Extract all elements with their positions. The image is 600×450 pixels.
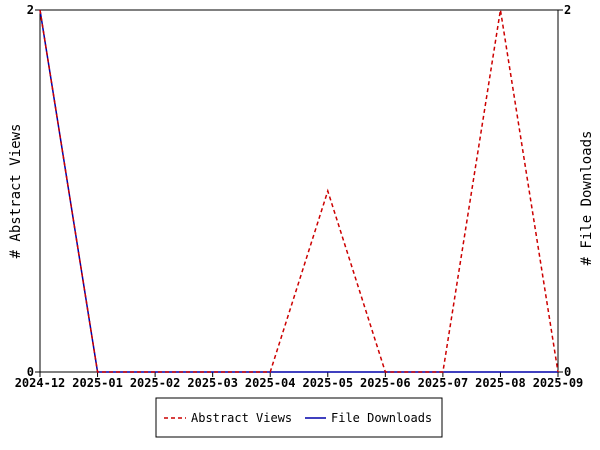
series-lines xyxy=(39,9,559,373)
x-tick-label: 2024-12 xyxy=(15,376,66,390)
legend-label-abstract-views: Abstract Views xyxy=(191,411,292,425)
plot-area xyxy=(39,9,559,373)
y-axis-ticks: 0 2 0 2 xyxy=(27,3,571,379)
y-axis-title: # Abstract Views xyxy=(8,124,24,259)
y-tick-label: 2 xyxy=(27,3,34,17)
legend: Abstract Views File Downloads xyxy=(155,397,443,438)
y2-tick-label: 0 xyxy=(564,365,571,379)
legend-box xyxy=(155,397,443,438)
x-tick-label: 2025-03 xyxy=(187,376,238,390)
x-tick-label: 2025-04 xyxy=(245,376,296,390)
x-axis-ticks: 2024-12 2025-01 2025-02 2025-03 2025-04 2025-… xyxy=(15,372,584,390)
y2-axis-title: # File Downloads xyxy=(579,131,595,266)
y2-tick-label: 2 xyxy=(564,3,571,17)
x-tick-label: 2025-06 xyxy=(360,376,411,390)
x-tick-label: 2025-07 xyxy=(418,376,469,390)
x-tick-label: 2025-05 xyxy=(302,376,353,390)
x-tick-label: 2025-08 xyxy=(475,376,526,390)
x-tick-label: 2025-09 xyxy=(533,376,584,390)
series-line-abstract-views xyxy=(39,9,559,373)
y-tick-label: 0 xyxy=(27,365,34,379)
x-tick-label: 2025-02 xyxy=(130,376,181,390)
legend-label-file-downloads: File Downloads xyxy=(331,411,432,425)
x-tick-label: 2025-01 xyxy=(72,376,123,390)
